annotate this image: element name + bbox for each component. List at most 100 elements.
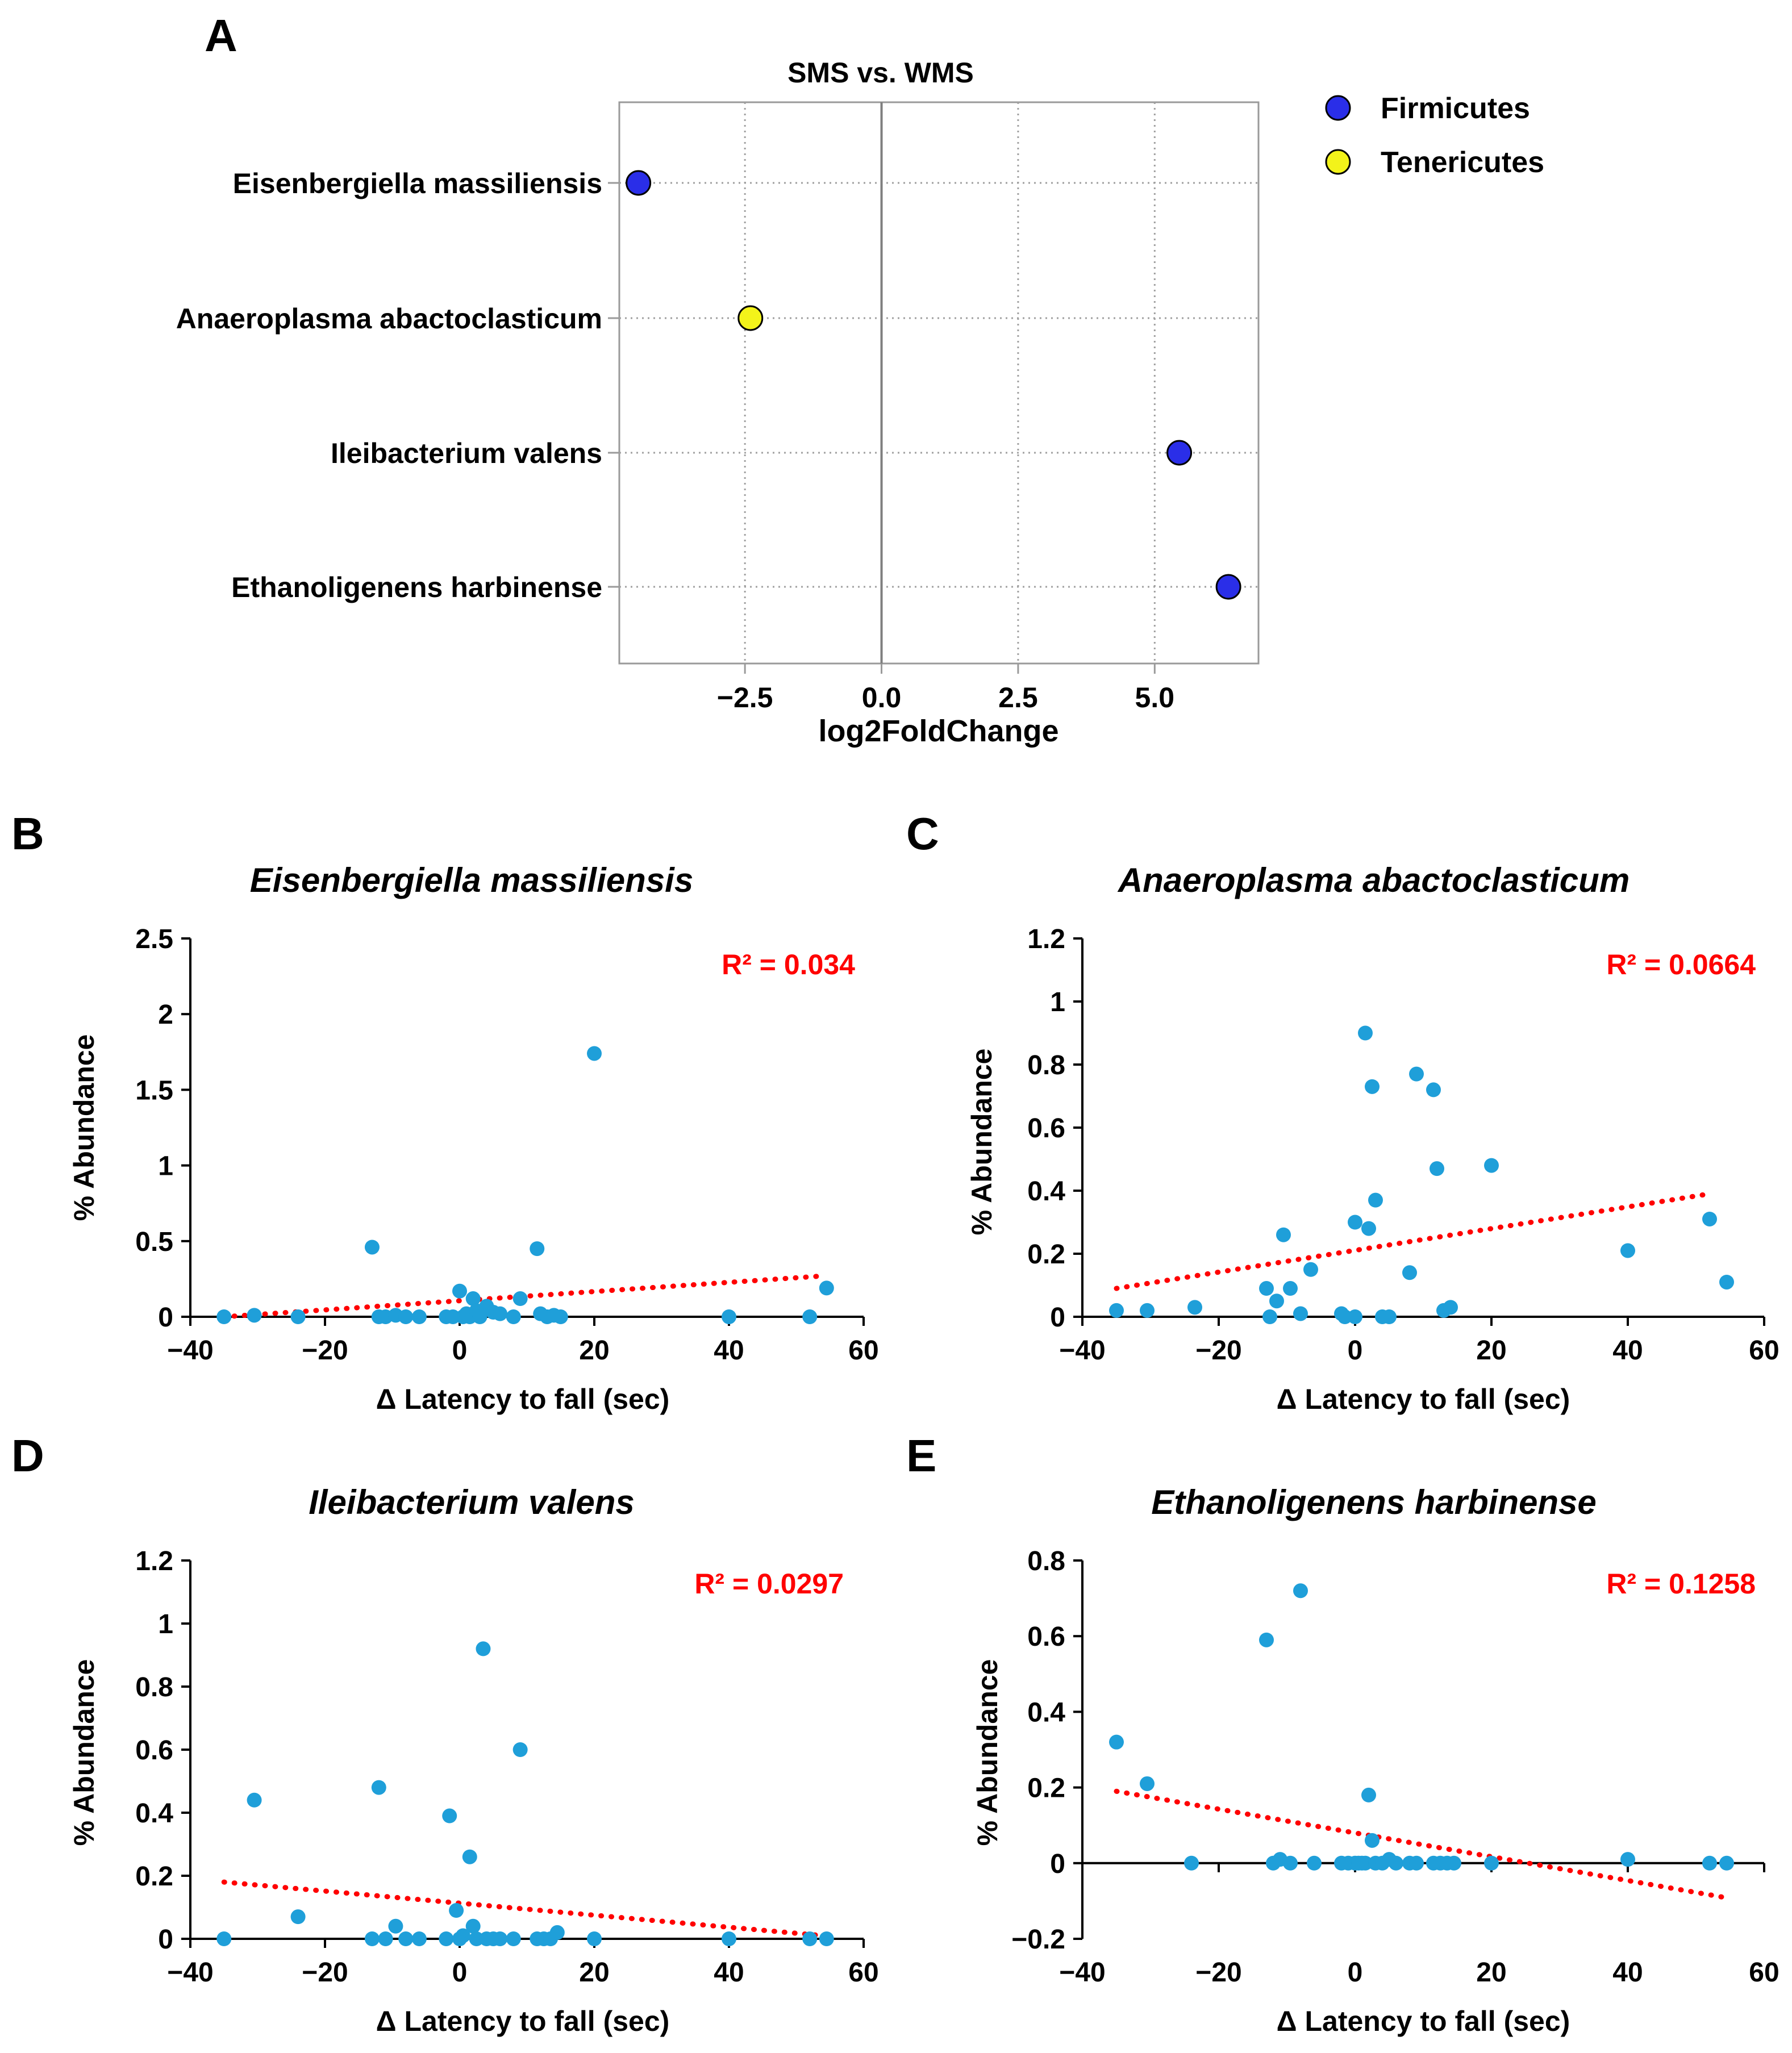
panel-a: A SMS vs. WMS Eisenbergiella massiliensi… — [176, 10, 1544, 748]
panel-b-data-point — [530, 1241, 545, 1257]
panel-b-r2-label: R² = 0.034 — [722, 949, 855, 980]
panel-d-data-point — [469, 1931, 484, 1946]
panel-e-data-point — [1484, 1855, 1499, 1871]
panel-e-x-tick-label: −20 — [1195, 1958, 1241, 1988]
panel-b-y-tick-label: 0 — [158, 1303, 173, 1333]
panel-c-y-tick-label: 0.4 — [1027, 1176, 1065, 1207]
panel-c-data-point — [1358, 1025, 1373, 1041]
panel-d-data-point — [388, 1918, 403, 1934]
panel-d-data-point — [247, 1792, 262, 1808]
panel-c-x-axis-label: Δ Latency to fall (sec) — [1277, 1383, 1570, 1415]
panel-a-category-label: Anaeroplasma abactoclasticum — [176, 303, 602, 335]
panel-d-data-point — [364, 1931, 380, 1946]
panel-a-legend: Firmicutes Tenericutes — [1325, 92, 1544, 179]
panel-d-y-axis-label: % Abundance — [68, 1659, 100, 1846]
panel-b-data-point — [452, 1283, 467, 1299]
panel-e-data-point — [1358, 1855, 1373, 1871]
panel-a-point-firmicutes — [1215, 574, 1241, 600]
panel-b-title: Eisenbergiella massiliensis — [250, 861, 693, 899]
panel-d-data-point — [398, 1931, 414, 1946]
panel-d-x-tick-label: −20 — [302, 1958, 348, 1988]
panel-a-title: SMS vs. WMS — [787, 57, 974, 89]
panel-b: B Eisenbergiella massiliensis R² = 0.034… — [11, 808, 879, 1415]
panel-c-data-point — [1276, 1227, 1291, 1242]
panel-label-d: D — [11, 1430, 44, 1481]
panel-b-data-point — [553, 1309, 568, 1324]
panel-d-data-point — [455, 1928, 470, 1943]
panel-e-x-axis-label: Δ Latency to fall (sec) — [1277, 2005, 1570, 2037]
panel-c-data-point — [1368, 1192, 1383, 1208]
panel-d-data-point — [819, 1931, 834, 1946]
panel-b-data-point — [472, 1309, 487, 1324]
legend-firmicutes-marker — [1325, 95, 1351, 121]
legend-tenericutes-label: Tenericutes — [1381, 146, 1544, 179]
panel-d-y-tick-label: 0.8 — [135, 1672, 173, 1703]
panel-d-y-tick-label: 0.2 — [135, 1862, 173, 1892]
panel-c-data-point — [1262, 1309, 1277, 1324]
panel-e-trendline — [1114, 1788, 1726, 1900]
panel-e-data-point — [1184, 1855, 1199, 1871]
panel-b-data-point — [364, 1240, 380, 1255]
panel-e: E Ethanoligenens harbinense R² = 0.1258 … — [906, 1430, 1780, 2037]
panel-c-data-point — [1140, 1303, 1155, 1318]
panel-a-x-tick-label: 5.0 — [1135, 682, 1175, 713]
panel-d-data-point — [371, 1780, 386, 1795]
panel-e-x-tick-label: 60 — [1749, 1958, 1779, 1988]
panel-b-data-point — [398, 1309, 414, 1324]
panel-c-data-point — [1187, 1300, 1202, 1315]
panel-b-x-tick-label: 40 — [714, 1336, 744, 1366]
panel-c-y-tick-label: 1 — [1050, 987, 1065, 1017]
panel-a-category-label: Ethanoligenens harbinense — [231, 571, 602, 603]
panel-c-data-point — [1361, 1221, 1376, 1236]
panel-b-data-point — [587, 1046, 602, 1061]
panel-d-x-tick-label: 60 — [848, 1958, 878, 1988]
panel-d-data-point — [587, 1931, 602, 1946]
panel-e-data-point — [1293, 1583, 1308, 1599]
panel-d-y-tick-label: 0.6 — [135, 1735, 173, 1766]
panel-c-data-point — [1426, 1082, 1441, 1098]
panel-a-x-ticks: −2.5 0.0 2.5 5.0 — [717, 664, 1174, 713]
panel-e-r2-label: R² = 0.1258 — [1606, 1568, 1756, 1600]
panel-c-y-tick-label: 0.2 — [1027, 1240, 1065, 1270]
panel-e-title: Ethanoligenens harbinense — [1151, 1483, 1597, 1521]
panel-c-x-tick-label: 20 — [1476, 1336, 1506, 1366]
panel-b-y-tick-label: 1 — [158, 1151, 173, 1182]
panel-e-data-point — [1361, 1787, 1376, 1802]
panel-d-data-point — [442, 1808, 457, 1824]
panel-a-category-labels: Eisenbergiella massiliensis Anaeroplasma … — [176, 168, 619, 603]
panel-c-data-point — [1409, 1066, 1424, 1082]
panel-c-data-point — [1402, 1265, 1417, 1280]
panel-c-y-tick-label: 0.8 — [1027, 1050, 1065, 1080]
panel-c-data-point — [1719, 1274, 1734, 1290]
panel-c-data-point — [1348, 1215, 1362, 1230]
panel-b-x-tick-label: −40 — [167, 1336, 213, 1366]
panel-c-y-tick-label: 0.6 — [1027, 1113, 1065, 1144]
panel-e-y-tick-label: 0 — [1050, 1849, 1065, 1879]
panel-a-points — [626, 170, 1241, 600]
panel-c-x-tick-label: −40 — [1059, 1336, 1105, 1366]
panel-d-x-tick-label: 0 — [452, 1958, 468, 1988]
panel-e-data-point — [1447, 1855, 1461, 1871]
panel-d-data-point — [411, 1931, 427, 1946]
panel-c-axes: 0 0.2 0.4 0.6 0.8 1 1.2 −40 −20 0 20 40 60 — [1027, 924, 1779, 1366]
panel-d-data-point — [802, 1931, 818, 1946]
panel-b-data-point — [506, 1309, 521, 1324]
panel-e-data-point — [1409, 1855, 1424, 1871]
panel-a-plot-frame — [618, 101, 1260, 665]
panel-d-data-point — [465, 1918, 481, 1934]
panel-e-x-tick-label: 0 — [1348, 1958, 1363, 1988]
panel-label-e: E — [906, 1430, 936, 1481]
panel-label-b: B — [11, 808, 44, 859]
panel-e-y-tick-label: −0.2 — [1011, 1925, 1065, 1955]
panel-b-data-point — [411, 1309, 427, 1324]
panel-d: D Ileibacterium valens R² = 0.0297 Δ Lat… — [11, 1430, 879, 2037]
panel-c-data-point — [1702, 1211, 1717, 1226]
panel-b-data-point — [216, 1309, 232, 1324]
panel-a-x-tick-label: −2.5 — [717, 682, 773, 713]
panel-c-y-tick-label: 1.2 — [1027, 924, 1065, 954]
panel-e-x-tick-label: 40 — [1612, 1958, 1643, 1988]
panel-c: C Anaeroplasma abactoclasticum R² = 0.06… — [906, 808, 1780, 1415]
panel-b-x-tick-label: 0 — [452, 1336, 468, 1366]
panel-c-trendline — [1114, 1191, 1712, 1291]
panel-e-data-point — [1109, 1734, 1124, 1750]
